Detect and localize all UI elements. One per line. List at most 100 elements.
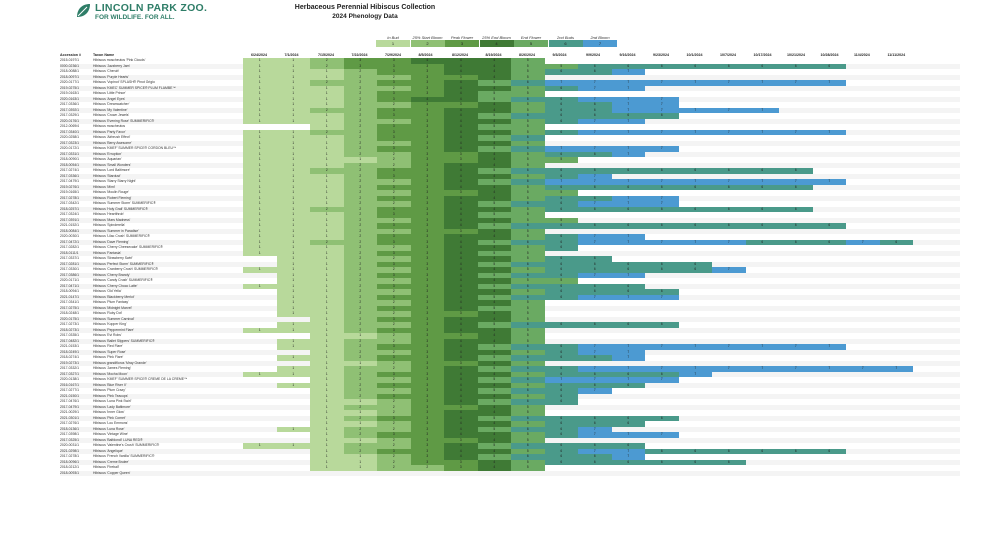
date-header: 8/5/2024 <box>418 53 433 57</box>
taxon-cell: Hibiscus 'Kopper King' <box>93 322 127 326</box>
stage-cell: 3 <box>444 74 478 80</box>
table-row: 2021-0301/1 Hibiscus 'Pink Comet' 1 2 3 3 4 5 6 6… <box>60 415 960 421</box>
stage-cell: 4 <box>444 421 478 427</box>
stage-cell: 7 <box>611 195 645 201</box>
stage-cell: 7 <box>578 294 612 300</box>
accession-cell: 2018-0084/1 <box>60 228 80 233</box>
stage-cell: 6 <box>511 272 545 278</box>
legend-item: 25% Start Bloom 2 <box>410 30 445 47</box>
table-row: 2017-0274/1 Hibiscus 'Lord Baltimore' 1 1 2 2… <box>60 168 960 174</box>
stage-cell: 1 <box>310 157 344 163</box>
stage-cell: 7 <box>645 344 679 350</box>
stage-cell: 3 <box>410 333 444 339</box>
stage-cell: 3 <box>410 250 444 256</box>
stage-cell: 6 <box>544 234 578 240</box>
stage-cell: 2 <box>377 289 411 295</box>
stage-cell: 6 <box>578 355 612 361</box>
stage-cell: 2 <box>343 162 377 168</box>
stage-cell: 4 <box>444 261 478 267</box>
stage-cell: 5 <box>544 63 578 69</box>
stage-cell: 7 <box>611 432 645 438</box>
stage-cell: 1 <box>243 283 277 289</box>
stage-cell: 6 <box>544 69 578 75</box>
stage-cell: 6 <box>779 63 813 69</box>
table-row: 2018-0097/1 Hibiscus 'Purple Hearts' 1 1 1 2 2… <box>60 74 960 80</box>
table-row: 2016-0167/1 Hibiscus 'Blue River II' 1 1 2 3 3… <box>60 382 960 388</box>
stage-cell: 2 <box>343 217 377 223</box>
stage-cell: 1 <box>243 327 277 333</box>
stage-cell: 2 <box>343 393 377 399</box>
stage-cell: 6 <box>544 388 578 394</box>
taxon-cell: Hibiscus 'Cranberry Crush' SUMMERIFIC® <box>93 267 159 271</box>
stage-cell: 1 <box>243 113 277 119</box>
taxon-cell: Hibiscus 'Crown Jewels' <box>93 113 130 117</box>
stage-cell: 1 <box>310 151 344 157</box>
stage-cell: 5 <box>511 404 545 410</box>
table-row: 2017-0386/1 Hibiscus 'Cherry Brandy' 1 1 2 3 3… <box>60 272 960 278</box>
stage-cell: 3 <box>410 355 444 361</box>
stage-cell: 4 <box>477 300 511 306</box>
stage-cell: 3 <box>410 256 444 262</box>
stage-cell: 5 <box>511 327 545 333</box>
stage-cell: 7 <box>712 80 746 86</box>
taxon-cell: Hibiscus 'Holy Grail' SUMMERIFIC® <box>93 206 148 211</box>
stage-cell: 7 <box>544 377 578 383</box>
stage-cell: 7 <box>611 201 645 207</box>
stage-cell: 4 <box>477 432 511 438</box>
table-row: 2018-0257/1 Hibiscus 'Holy Grail' SUMMERI… <box>60 206 960 212</box>
stage-cell: 2 <box>343 223 377 229</box>
stage-cell: 2 <box>310 168 344 174</box>
stage-cell: 5 <box>477 96 511 102</box>
stage-cell: 6 <box>645 206 679 212</box>
stage-cell: 6 <box>544 256 578 262</box>
accession-cell: 2016-0167/1 <box>60 382 80 387</box>
accession-cell: 2017-0342/1 <box>60 201 80 205</box>
stage-cell: 7 <box>645 366 679 372</box>
taxon-cell: Hibiscus 'Candy Crush' SUMMERIFIC® <box>93 278 153 282</box>
stage-cell: 5 <box>511 140 545 146</box>
stage-cell: 4 <box>444 377 478 383</box>
stage-cell: 1 <box>310 195 344 201</box>
stage-cell: 2 <box>377 338 411 344</box>
accession-cell: 2020-0171/1 <box>60 278 80 282</box>
stage-cell: 4 <box>477 316 511 322</box>
taxon-cell: Hibiscus 'Peppermint Flare' <box>93 327 135 332</box>
accession-cell: 2017-0336/1 <box>60 102 80 106</box>
stage-cell: 3 <box>410 349 444 355</box>
accession-cell: 2018-0096/1 <box>60 459 80 464</box>
stage-cell: 4 <box>477 410 511 416</box>
stage-cell: 1 <box>243 129 277 135</box>
stage-cell: 6 <box>511 322 545 328</box>
stage-cell: 3 <box>377 96 411 102</box>
stage-cell: 1 <box>310 135 344 141</box>
legend-label: Peak Flower <box>450 35 474 40</box>
stage-cell: 4 <box>477 382 511 388</box>
stage-cell: 6 <box>511 388 545 394</box>
stage-cell: 3 <box>410 151 444 157</box>
stage-cell: 1 <box>276 371 310 377</box>
stage-cell: 1 <box>276 146 310 152</box>
stage-cell: 5 <box>511 305 545 311</box>
accession-cell: 2018-0248/1 <box>60 311 80 315</box>
stage-cell: 2 <box>343 129 377 135</box>
stage-cell: 2 <box>310 80 344 86</box>
taxon-cell: Hibiscus 'Cherry Cheesecake' SUMMERIFIC® <box>93 245 163 249</box>
stage-cell: 6 <box>578 195 612 201</box>
stage-cell: 4 <box>477 371 511 377</box>
stage-cell: 6 <box>611 415 645 421</box>
stage-cell: 4 <box>444 168 478 174</box>
stage-cell: 6 <box>578 459 612 465</box>
stage-cell: 3 <box>377 107 411 113</box>
stage-cell: 7 <box>678 179 712 185</box>
stage-cell: 2 <box>377 459 411 465</box>
stage-cell: 1 <box>276 173 310 179</box>
stage-cell: 6 <box>678 448 712 454</box>
accession-cell: 2017-0327/1 <box>60 371 80 376</box>
stage-cell: 1 <box>310 316 344 322</box>
stage-cell: 4 <box>444 91 478 97</box>
stage-cell: 6 <box>745 448 779 454</box>
stage-cell: 3 <box>410 454 444 460</box>
stage-cell: 3 <box>410 421 444 427</box>
taxon-cell: Hibiscus 'French Vanilla' SUMMERIFIC® <box>93 454 155 458</box>
accession-cell: 2018-0111/1 <box>60 250 79 255</box>
